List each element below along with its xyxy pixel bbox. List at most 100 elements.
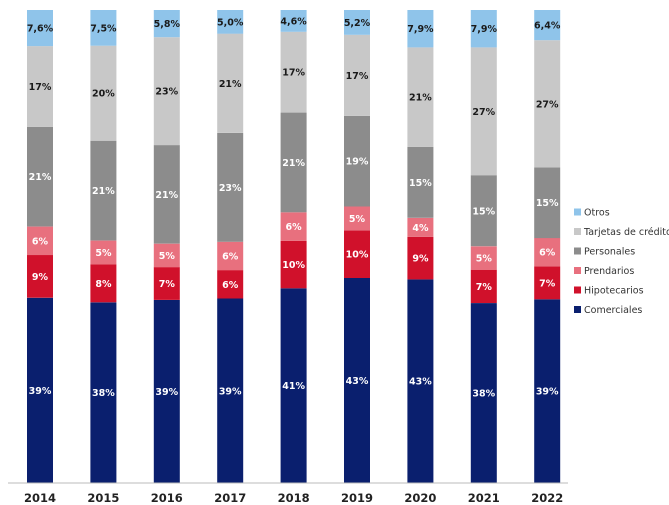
data-label: 9% [412,254,429,265]
bar-segment-prendarios-2016 [153,243,180,268]
bar-segment-prendarios-2019 [344,206,370,231]
x-tick-label: 2016 [151,491,183,505]
data-label: 5% [349,214,366,225]
data-label: 7% [476,282,493,293]
data-label: 5,2% [344,18,371,29]
bar-segment-hipotecarios-2022 [534,266,561,300]
bar-segment-hipotecarios-2018 [280,240,307,289]
bar-segment-personales-2014 [27,126,53,227]
legend-entry: Comerciales [584,305,642,316]
bar-segment-tarjetas-de-cr-dito-2014 [27,46,53,127]
bar-segment-tarjetas-de-cr-dito-2019 [344,34,370,116]
legend-entry: Tarjetas de crédito [583,227,669,238]
bar-segment-tarjetas-de-cr-dito-2017 [217,33,244,133]
bar-segment-personales-2022 [534,167,561,239]
x-tick-label: 2017 [214,491,246,505]
bar-segment-personales-2015 [90,140,117,241]
data-label: 4% [412,223,429,234]
data-label: 38% [92,388,115,399]
bar-segment-prendarios-2018 [280,212,307,241]
data-label: 19% [346,157,369,168]
bar-segment-tarjetas-de-cr-dito-2020 [407,47,434,147]
data-label: 21% [155,190,178,201]
data-label: 6% [286,222,303,233]
data-label: 43% [409,377,432,388]
x-axis-labels: 2014 2015 2016 2017 2018 2019 2020 2021 2022 [24,491,563,505]
bar-segment-otros-2019 [344,10,370,35]
bar-segment-otros-2022 [534,10,561,41]
bar-segment-otros-2021 [470,10,497,48]
legend: Otros Tarjetas de crédito Personales Prenda… [574,208,669,316]
bar-segment-hipotecarios-2021 [470,269,497,303]
legend-swatch [574,267,581,274]
data-label: 39% [219,386,242,397]
legend-swatch [574,247,581,255]
legend-swatch [574,208,581,216]
bar-segment-otros-2018 [280,10,307,32]
data-label: 6% [32,236,49,247]
x-tick-label: 2015 [87,491,119,505]
data-label: 6% [222,252,239,263]
bar-segment-personales-2019 [344,115,370,207]
x-tick-label: 2019 [341,491,373,505]
data-label: 7,9% [407,24,434,35]
data-label: 20% [92,89,115,100]
bar-segment-tarjetas-de-cr-dito-2021 [470,47,497,176]
data-label: 43% [346,376,369,387]
bars-group: 39% 9% 6% 21% 17% 7,6% 38% 8% 5% 21% 20% 7,5% 39% 7% 5… [27,10,561,483]
data-label: 17% [282,68,305,79]
bar-segment-otros-2017 [217,10,244,34]
data-label: 5% [476,254,493,265]
bar-segment-tarjetas-de-cr-dito-2022 [534,40,561,168]
bar-segment-personales-2017 [217,133,244,242]
bar-segment-hipotecarios-2016 [153,267,180,300]
data-label: 5,8% [154,19,181,30]
data-label: 7,9% [471,24,498,35]
legend-swatch [574,286,581,294]
data-label: 15% [409,178,432,189]
bar-segment-comerciales-2018 [280,288,307,483]
data-label: 5% [95,248,112,259]
bar-segment-tarjetas-de-cr-dito-2016 [153,37,180,146]
data-label: 39% [155,387,178,398]
legend-swatch [574,228,581,235]
data-label: 5% [159,251,176,262]
bar-segment-comerciales-2014 [27,297,53,483]
bar-segment-personales-2018 [280,112,307,213]
legend-entry: Personales [584,247,635,258]
bar-segment-otros-2016 [153,10,180,38]
bar-segment-comerciales-2017 [217,298,244,483]
bar-segment-comerciales-2015 [90,302,117,483]
x-tick-label: 2022 [531,491,563,505]
bar-segment-otros-2014 [27,10,53,47]
bar-segment-personales-2020 [407,146,434,218]
bar-segment-comerciales-2021 [470,303,497,483]
data-label: 21% [219,79,242,90]
legend-entry: Otros [584,208,610,219]
data-label: 21% [282,158,305,169]
data-label: 21% [92,186,115,197]
bar-segment-hipotecarios-2017 [217,270,244,299]
bar-segment-tarjetas-de-cr-dito-2015 [90,45,117,141]
bar-segment-tarjetas-de-cr-dito-2018 [280,31,307,113]
bar-segment-personales-2021 [470,175,497,247]
bar-segment-personales-2016 [153,145,180,244]
data-label: 27% [536,99,559,110]
data-label: 9% [32,272,49,283]
data-label: 4,6% [280,16,307,27]
bar-segment-prendarios-2022 [534,238,561,267]
bar-segment-hipotecarios-2019 [344,230,370,278]
data-label: 6% [539,248,556,259]
bar-segment-hipotecarios-2015 [90,264,117,303]
data-label: 15% [536,198,559,209]
data-label: 10% [346,250,369,261]
data-label: 38% [472,389,495,400]
data-label: 6% [222,280,239,291]
bar-segment-prendarios-2021 [470,246,497,270]
data-label: 39% [536,387,559,398]
data-label: 5,0% [217,17,244,28]
bar-segment-otros-2015 [90,10,117,46]
bar-segment-prendarios-2014 [27,226,53,256]
bar-segment-comerciales-2016 [153,300,180,483]
